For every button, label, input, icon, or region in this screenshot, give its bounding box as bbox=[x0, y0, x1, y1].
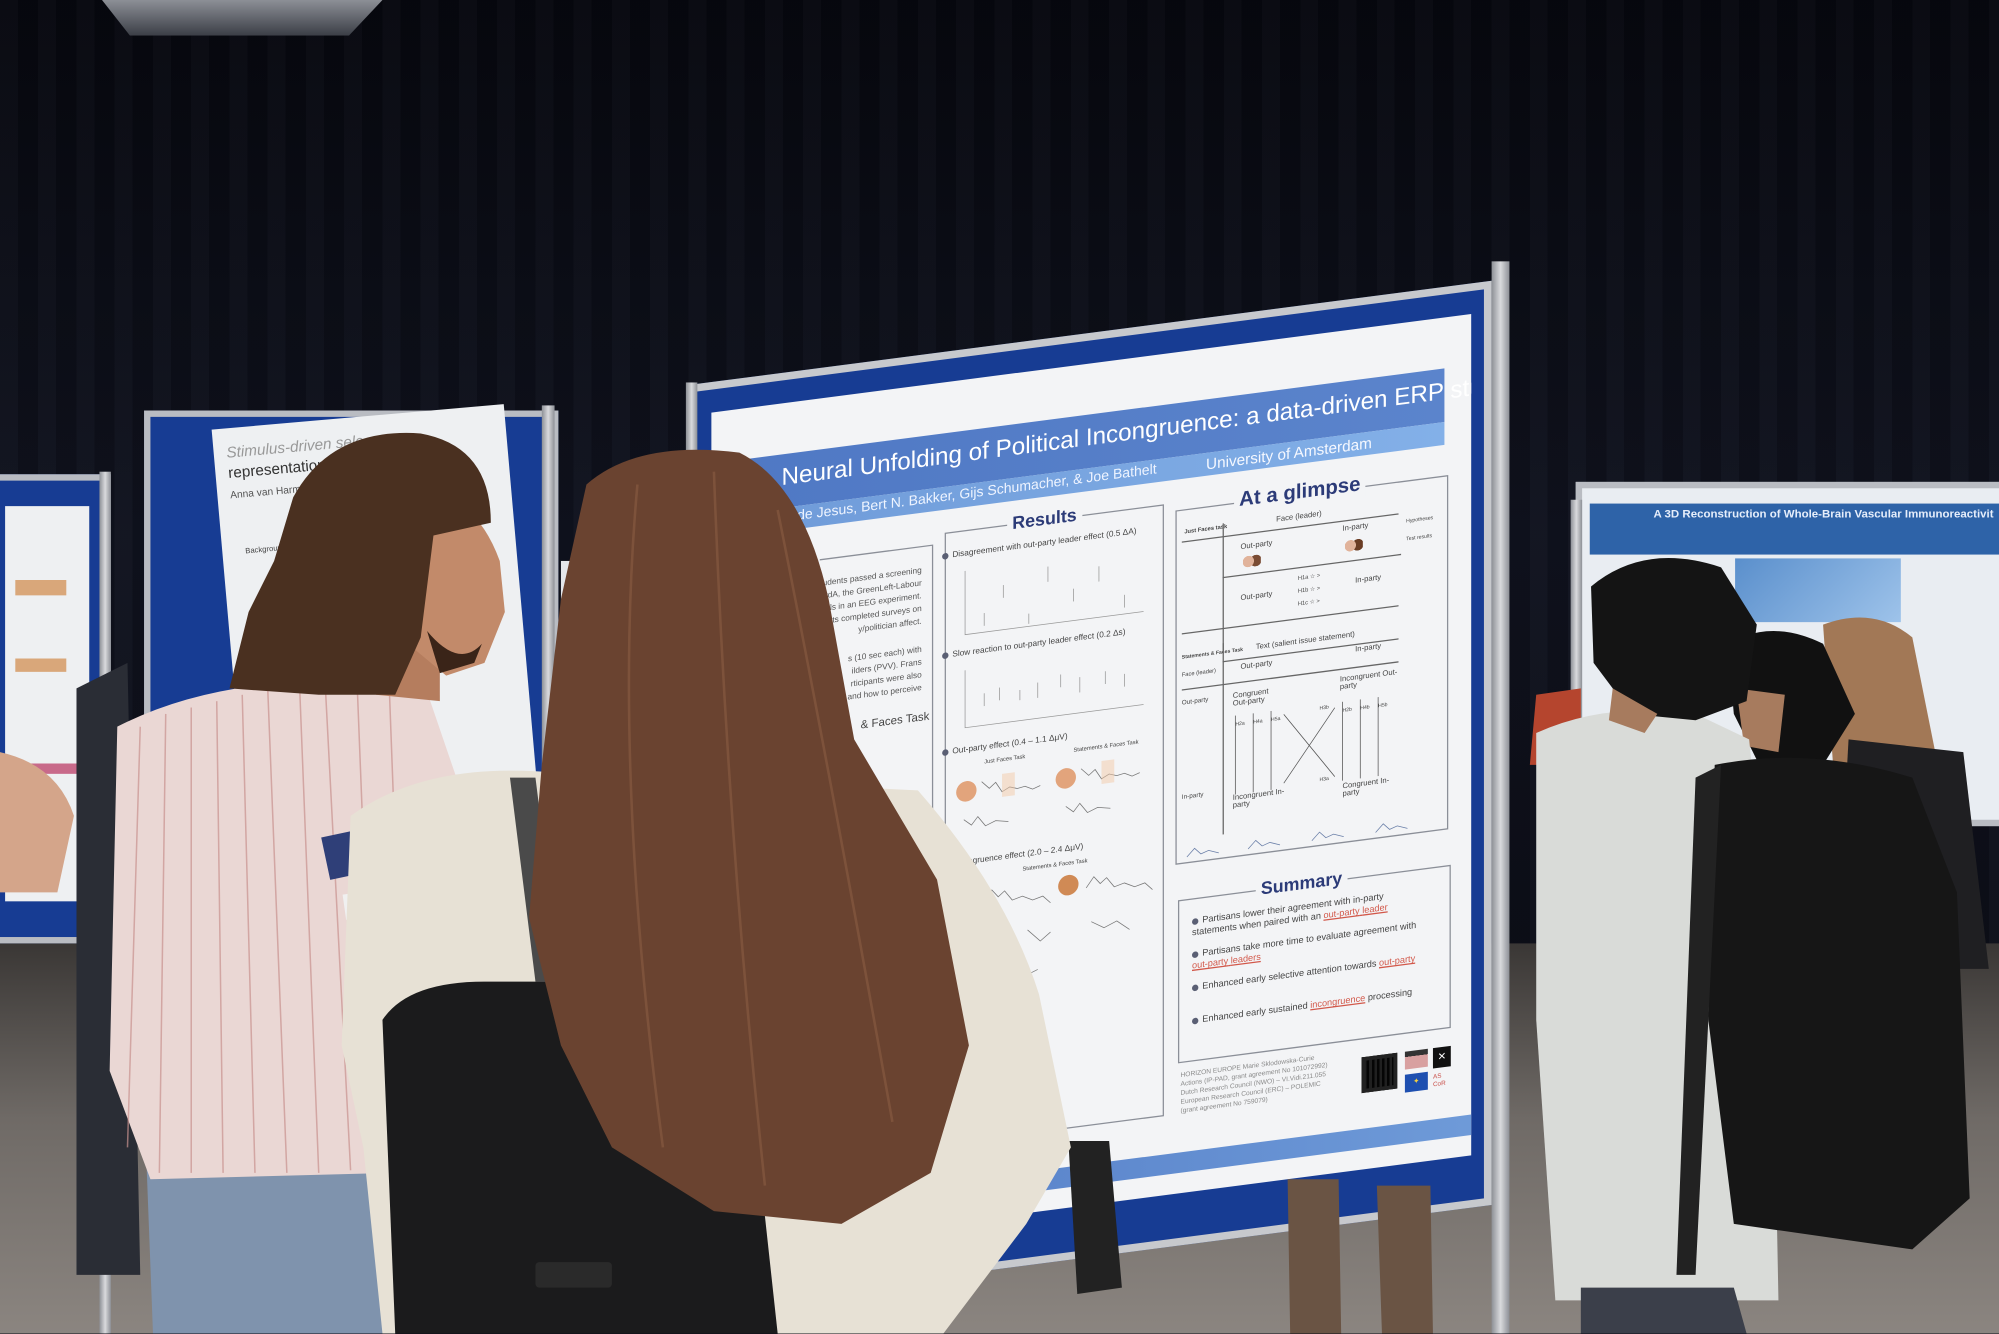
left-poster-paper bbox=[5, 506, 90, 902]
man-neck bbox=[1608, 688, 1658, 734]
board-pole bbox=[1491, 261, 1510, 1334]
backpack-logo bbox=[535, 1262, 612, 1288]
right-poster-image bbox=[1735, 558, 1901, 623]
backpack-strap bbox=[1676, 764, 1722, 1275]
board-pole bbox=[685, 382, 698, 459]
erp-topography-strip bbox=[1186, 823, 1408, 858]
bar-chart bbox=[15, 633, 67, 672]
reaction-time-plot bbox=[964, 670, 1144, 729]
hair-strands bbox=[627, 471, 894, 1186]
man-hair bbox=[229, 432, 491, 695]
right-poster-header: A 3D Reconstruction of Whole-Brain Vascu… bbox=[1589, 503, 1999, 555]
background-person-arm bbox=[0, 752, 74, 893]
man-beard bbox=[427, 631, 482, 674]
ceiling-truss bbox=[101, 0, 383, 36]
bar-chart bbox=[15, 557, 67, 596]
agreement-ratings-plot bbox=[964, 566, 1144, 636]
background-person-legs bbox=[1287, 1179, 1433, 1334]
right-poster-title: A 3D Reconstruction of Whole-Brain Vascu… bbox=[1653, 507, 1994, 521]
man-head-black-hair bbox=[1591, 558, 1757, 721]
person-face bbox=[1736, 688, 1785, 753]
jeans-right bbox=[1580, 1287, 1747, 1334]
at-a-glimpse-section: At a glimpse Just Faces task Face (leade… bbox=[1175, 472, 1449, 865]
man-jeans bbox=[146, 1166, 406, 1334]
background-person-legs bbox=[1068, 1141, 1122, 1294]
woman-hair bbox=[529, 449, 969, 1224]
board-pole bbox=[1570, 499, 1583, 755]
hypothesis-cross-lines bbox=[1234, 696, 1379, 795]
erp-waveform-plot bbox=[956, 759, 1140, 827]
black-backpack bbox=[1708, 757, 1970, 1250]
